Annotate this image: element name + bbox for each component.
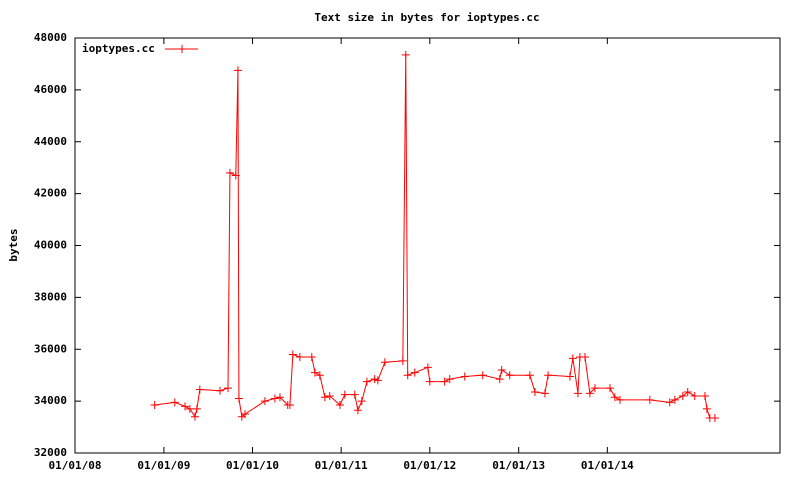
data-point — [350, 390, 359, 399]
data-point — [357, 397, 366, 406]
data-point — [373, 376, 382, 385]
data-point — [425, 377, 434, 386]
data-point — [170, 398, 179, 407]
data-point — [380, 358, 389, 367]
data-point — [568, 354, 577, 363]
data-point — [525, 371, 534, 380]
data-point — [233, 66, 242, 75]
data-point — [610, 393, 619, 402]
data-point — [460, 372, 469, 381]
data-point — [410, 368, 419, 377]
data-point — [362, 377, 371, 386]
data-point — [606, 384, 615, 393]
data-point — [401, 50, 410, 59]
data-point — [260, 397, 269, 406]
legend-marker — [178, 45, 186, 53]
data-point — [478, 371, 487, 380]
data-point — [445, 375, 454, 384]
data-point — [440, 377, 449, 386]
data-point — [285, 401, 294, 410]
y-tick-label: 46000 — [34, 83, 67, 96]
data-point — [320, 393, 329, 402]
data-point — [690, 391, 699, 400]
data-point — [497, 366, 506, 374]
data-point — [181, 402, 190, 411]
data-point — [240, 410, 249, 419]
data-point — [192, 404, 201, 413]
data-point — [702, 404, 711, 413]
data-point — [325, 391, 334, 400]
data-point — [234, 394, 243, 403]
data-point — [340, 390, 349, 399]
data-point — [710, 413, 719, 422]
data-point — [670, 395, 679, 404]
data-point — [215, 386, 224, 395]
data-point — [544, 371, 553, 380]
data-point — [580, 353, 589, 362]
x-tick-label: 01/01/11 — [315, 459, 368, 472]
y-axis-label: bytes — [7, 228, 20, 261]
data-point — [683, 388, 692, 397]
data-point — [585, 389, 594, 398]
y-tick-label: 40000 — [34, 239, 67, 252]
y-tick-label: 32000 — [34, 446, 67, 459]
y-tick-label: 38000 — [34, 290, 67, 303]
x-tick-label: 01/01/10 — [226, 459, 279, 472]
data-point — [423, 363, 432, 372]
x-tick-label: 01/01/13 — [492, 459, 545, 472]
data-point — [665, 398, 674, 407]
data-point — [615, 395, 624, 404]
legend-label: ioptypes.cc — [82, 42, 155, 55]
y-tick-label: 42000 — [34, 187, 67, 200]
data-point — [353, 406, 362, 415]
data-point — [505, 371, 514, 380]
y-tick-label: 36000 — [34, 342, 67, 355]
data-point — [540, 389, 549, 398]
data-point — [288, 350, 297, 359]
data-point — [700, 391, 709, 400]
data-point — [335, 401, 344, 410]
data-point — [645, 395, 654, 404]
data-point — [150, 401, 159, 410]
data-point — [310, 368, 319, 377]
data-point — [398, 356, 407, 365]
x-tick-label: 01/01/14 — [581, 459, 634, 472]
y-tick-label: 34000 — [34, 394, 67, 407]
y-tick-label: 44000 — [34, 135, 67, 148]
data-point — [231, 171, 240, 180]
data-point — [307, 353, 316, 362]
data-point — [403, 371, 412, 380]
data-point — [530, 388, 539, 397]
data-point — [590, 384, 599, 393]
data-point — [295, 353, 304, 362]
x-tick-label: 01/01/12 — [403, 459, 456, 472]
data-point — [565, 372, 574, 381]
data-point — [190, 412, 199, 421]
data-point — [195, 385, 204, 394]
x-tick-label: 01/01/08 — [49, 459, 102, 472]
data-point — [678, 391, 687, 400]
data-point — [270, 394, 279, 403]
data-point — [495, 375, 504, 384]
data-point — [185, 404, 194, 413]
chart-title: Text size in bytes for ioptypes.cc — [314, 11, 539, 24]
y-tick-label: 48000 — [34, 31, 67, 44]
data-point — [275, 393, 284, 402]
data-point — [223, 384, 232, 393]
data-point — [315, 371, 324, 380]
data-point — [225, 168, 234, 177]
x-tick-label: 01/01/09 — [137, 459, 190, 472]
data-point — [573, 389, 582, 398]
